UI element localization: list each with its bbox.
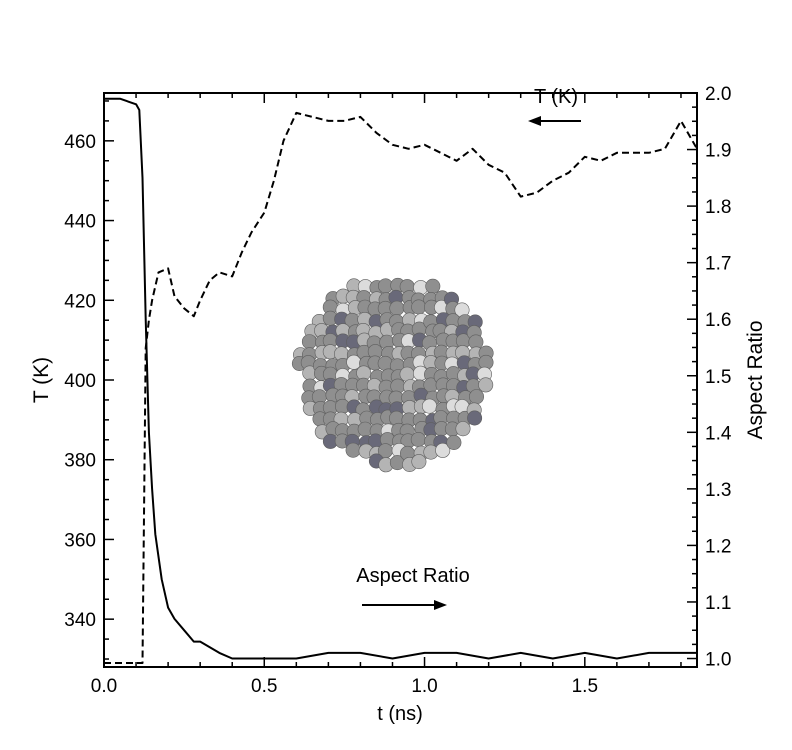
inset-atom [467, 410, 483, 426]
y-left-tick-label: 440 [64, 212, 96, 233]
y-left-tick-label: 340 [64, 610, 96, 631]
x-tick-label: 0.5 [251, 676, 277, 697]
y-right-tick-label: 1.1 [705, 593, 731, 614]
inset-atom [377, 355, 393, 371]
y-right-tick-label: 1.2 [705, 536, 731, 557]
x-axis-label: t (ns) [377, 703, 423, 725]
inset-atom [478, 377, 494, 393]
annotation-temperature-arrow [528, 116, 581, 126]
inset-atom [399, 366, 415, 382]
y-right-tick-label: 1.6 [705, 310, 731, 331]
y-left-tick-label: 400 [64, 371, 96, 392]
inset-atom [410, 431, 426, 447]
y-axis-left-label: T (K) [30, 357, 53, 403]
inset-atom [425, 278, 441, 294]
y-right-tick-label: 1.4 [705, 423, 732, 444]
series-temperature-line [104, 111, 698, 664]
y-right-tick-label: 1.8 [705, 197, 731, 218]
inset-atom [446, 434, 462, 450]
y-left-tick-label: 420 [64, 291, 96, 312]
x-tick-label: 1.0 [411, 676, 437, 697]
inset-atom [345, 442, 361, 458]
y-right-tick-label: 1.0 [705, 650, 731, 671]
y-right-tick-label: 1.5 [705, 367, 731, 388]
annotation-temperature-label: T (K) [534, 86, 578, 108]
y-left-tick-label: 460 [64, 132, 96, 153]
annotation-aspect-ratio-arrow [362, 600, 447, 610]
x-tick-label: 0.0 [91, 676, 117, 697]
series-layer [104, 97, 698, 664]
nanoparticle-inset [291, 277, 494, 473]
inset-atom [301, 334, 317, 350]
inset-atom [435, 442, 451, 458]
y-right-tick-label: 1.7 [705, 254, 731, 275]
y-axis-right-label: Aspect Ratio [744, 320, 767, 439]
y-right-tick-label: 1.9 [705, 141, 731, 162]
y-left-tick-label: 360 [64, 530, 96, 551]
y-right-tick-label: 2.0 [705, 84, 731, 105]
inset-atom [455, 421, 471, 437]
y-right-tick-label: 1.3 [705, 480, 731, 501]
ticks-layer: 0.0 0.5 1.0 1.5 340 360 380 400 420 440 460 1.0 1.1 1… [64, 84, 732, 697]
y-left-tick-label: 380 [64, 451, 96, 472]
series-aspect-ratio-line [104, 97, 697, 660]
x-tick-label: 1.5 [572, 676, 598, 697]
inset-atom [389, 300, 405, 316]
inset-atom [411, 454, 427, 470]
inset-atom [421, 398, 437, 414]
inset-atom [468, 389, 484, 405]
annotation-aspect-ratio-label: Aspect Ratio [356, 565, 469, 587]
